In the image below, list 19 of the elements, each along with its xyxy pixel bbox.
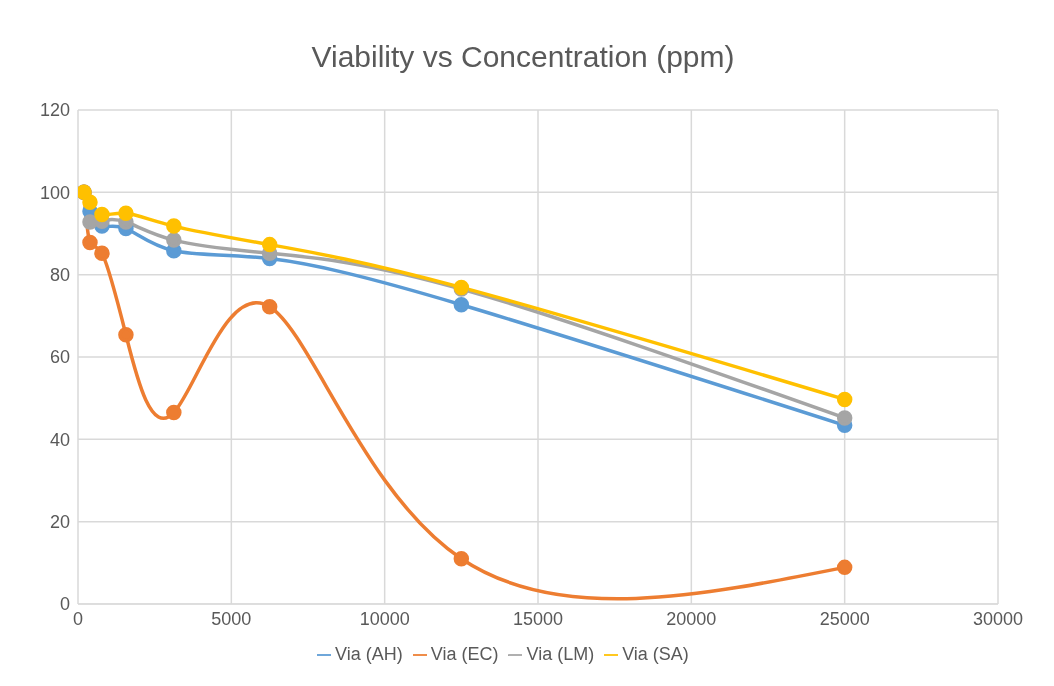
- x-tick-label: 30000: [972, 608, 1024, 629]
- legend-label: Via (SA): [622, 644, 689, 664]
- legend-label: Via (EC): [430, 644, 499, 664]
- x-tick-label: 25000: [819, 608, 870, 629]
- x-tick-label: 20000: [666, 608, 717, 629]
- y-tick-label: 20: [49, 512, 70, 533]
- y-tick-label: 0: [59, 594, 70, 615]
- legend-label: Via (AH): [335, 644, 403, 664]
- x-tick-label: 10000: [359, 608, 410, 629]
- legend-label: Via (LM): [526, 644, 595, 664]
- y-tick-label: 100: [39, 182, 70, 203]
- y-tick-label: 60: [49, 347, 70, 368]
- x-tick-label: 5000: [211, 608, 252, 629]
- x-tick-label: 15000: [512, 608, 564, 629]
- chart-title: Viability vs Concentration (ppm): [310, 39, 736, 75]
- y-tick-label: 120: [39, 100, 70, 121]
- y-tick-label: 80: [49, 265, 70, 286]
- y-tick-label: 40: [49, 429, 70, 450]
- x-tick-label: 0: [72, 608, 84, 629]
